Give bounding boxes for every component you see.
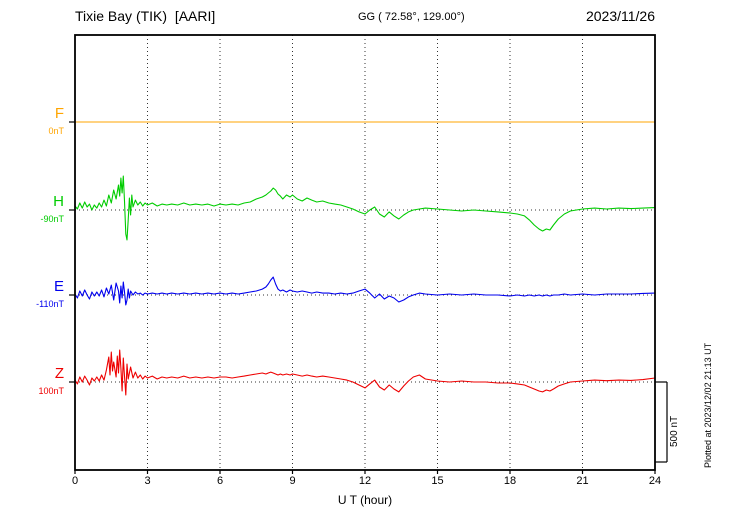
x-tick-label: 24 [648,475,662,487]
component-label-E: E [53,278,64,295]
component-baseline-value-E: -110nT [36,299,64,309]
component-baseline-value-Z: 100nT [38,386,64,396]
x-tick-label: 12 [358,475,372,487]
x-tick-label: 3 [144,475,151,487]
x-tick-label: 18 [503,475,517,487]
component-label-H: H [53,193,64,210]
geo-coords: GG ( 72.58°, 129.00°) [358,11,465,23]
x-tick-label: 15 [431,475,444,487]
trace-H [74,175,656,241]
trace-E [74,276,656,306]
x-tick-label: 0 [71,475,79,487]
scale-bar-label: 500 nT [669,415,680,447]
trace-Z [74,349,656,396]
x-axis-label: U T (hour) [337,493,393,507]
component-baseline-value-H: -90nT [40,214,64,224]
component-label-F: F [54,105,64,122]
plot-frame [74,34,656,471]
x-tick-label: 6 [216,475,224,487]
component-baseline-value-F: 0nT [48,126,64,136]
component-label-Z: Z [54,365,64,382]
x-tick-label: 9 [289,475,296,487]
x-tick-label: 21 [576,475,589,487]
station-title: Tixie Bay (TIK) [AARI] [75,8,216,24]
plotted-at-note: Plotted at 2023/12/02 21:13 UT [703,342,713,468]
plot-date: 2023/11/26 [585,8,655,24]
